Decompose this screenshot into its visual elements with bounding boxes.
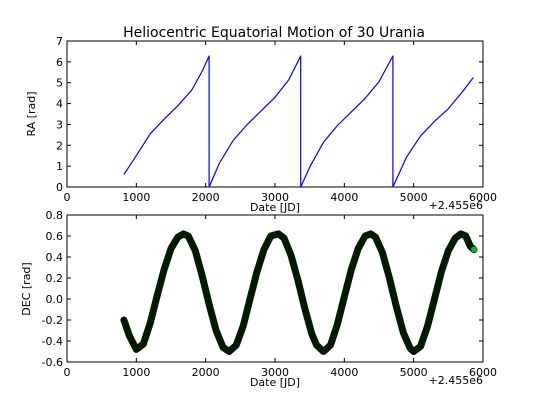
dec-x-tick-label: 4000: [330, 366, 358, 379]
dec-end-marker: [470, 246, 477, 253]
dec-x-tick-label: 2000: [192, 366, 220, 379]
dec-y-axis-label: DEC [rad]: [20, 262, 33, 315]
dec-x-offset-label: +2.455e6: [429, 374, 483, 387]
ra-y-tick-label: 5: [56, 77, 63, 90]
ra-x-tick-label: 4000: [330, 191, 358, 204]
ra-x-tick-label: 2000: [192, 191, 220, 204]
ra-x-tick-label: 3000: [261, 191, 289, 204]
ra-x-tick-label: 1000: [122, 191, 150, 204]
ra-x-offset-label: +2.455e6: [429, 199, 483, 212]
ra-y-tick-label: 3: [56, 118, 63, 131]
dec-x-axis-label: Date [JD]: [250, 376, 300, 389]
ra-y-tick-label: 0: [56, 181, 63, 194]
ra-x-axis-label: Date [JD]: [250, 201, 300, 214]
dec-x-tick-label: 5000: [400, 366, 428, 379]
dec-y-tick-label: 0.6: [46, 230, 64, 243]
dec-y-tick-label: 0.0: [46, 293, 64, 306]
dec-y-tick-label: 0.4: [46, 251, 64, 264]
dec-y-tick-label: 0.8: [46, 209, 64, 222]
dec-x-tick-label: 0: [64, 366, 71, 379]
ra-y-tick-label: 4: [56, 98, 63, 111]
ra-x-tick-label: 6000: [469, 191, 497, 204]
dec-x-tick-label: 3000: [261, 366, 289, 379]
dec-x-tick-label: 6000: [469, 366, 497, 379]
ra-y-axis-label: RA [rad]: [25, 91, 38, 136]
ra-x-tick-label: 5000: [400, 191, 428, 204]
ra-x-tick-label: 0: [64, 191, 71, 204]
dec-panel: 0 1000 2000 3000 4000 5000 6000 -0.6 -0.4 -0.2 0.0…: [20, 209, 497, 389]
ra-y-tick-label: 6: [56, 56, 63, 69]
dec-y-tick-label: -0.2: [42, 314, 63, 327]
ra-panel: 0 1000 2000 3000 4000 5000 6000 0 1 2 3 4 5 6 7 Date […: [25, 35, 497, 214]
dec-y-tick-label: -0.4: [42, 335, 63, 348]
ra-y-tick-label: 1: [56, 160, 63, 173]
dec-x-tick-label: 1000: [122, 366, 150, 379]
chart-title: Heliocentric Equatorial Motion of 30 Ura…: [123, 25, 425, 41]
ra-y-tick-label: 2: [56, 139, 63, 152]
dec-y-tick-label: -0.6: [42, 356, 63, 369]
dec-y-tick-label: 0.2: [46, 272, 64, 285]
ra-series-line: [123, 55, 474, 188]
ra-y-tick-label: 7: [56, 35, 63, 48]
dec-series-line: [120, 230, 478, 355]
